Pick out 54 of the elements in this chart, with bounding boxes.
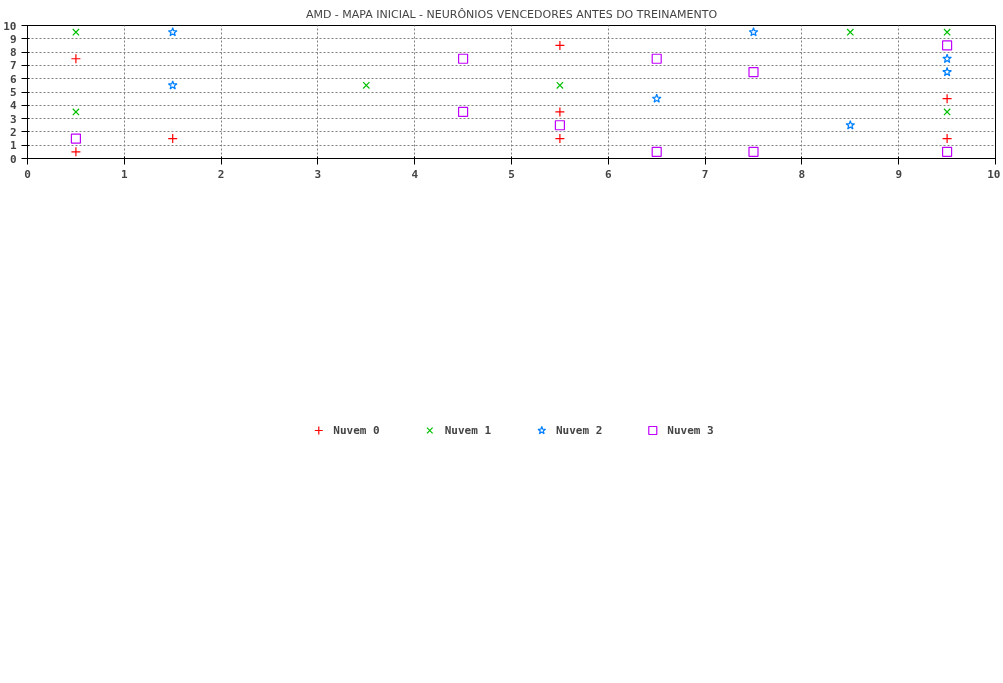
- x-tick-label: 6: [604, 167, 612, 181]
- y-tick-label: 6: [9, 72, 17, 86]
- y-tick-label: 3: [9, 112, 17, 126]
- point: [554, 106, 565, 118]
- x-tick-label: 9: [895, 167, 903, 181]
- point: [458, 53, 469, 64]
- point: [554, 133, 565, 144]
- x-tick-label: 7: [701, 167, 709, 181]
- point: [942, 66, 952, 77]
- legend-label: Nuvem 3: [667, 423, 714, 437]
- point: [942, 146, 953, 157]
- x-tick-label: 4: [411, 167, 419, 181]
- point: [942, 53, 952, 63]
- y-tick-label: 9: [9, 32, 17, 46]
- y-tick-label: 7: [9, 59, 17, 73]
- point: [942, 40, 953, 51]
- point: [651, 146, 662, 157]
- chart-title: AMD - MAPA INICIAL - NEURÔNIOS VENCEDORES ANTES DO TREINAMENTO: [305, 7, 718, 21]
- legend-label: Nuvem 0: [333, 423, 380, 437]
- x-tick-label: 0: [24, 167, 31, 181]
- point: [554, 40, 565, 51]
- x-tick-label: 8: [798, 167, 806, 181]
- point: [845, 120, 856, 130]
- point: [458, 106, 469, 118]
- point: [70, 53, 81, 64]
- x-tick-label: 3: [314, 167, 322, 181]
- y-tick-label: 5: [9, 86, 17, 99]
- point: [362, 81, 371, 90]
- point: [846, 28, 855, 36]
- x-tick-label: 2: [217, 167, 225, 181]
- y-tick-label: 8: [9, 46, 17, 60]
- legend-label: Nuvem 1: [444, 423, 491, 437]
- y-tick-label: 10: [3, 19, 17, 33]
- point: [651, 53, 662, 64]
- x-tick-label: 5: [508, 167, 515, 181]
- point: [942, 133, 953, 144]
- x-tick-label: 10: [987, 167, 1001, 181]
- y-tick-label: 2: [9, 125, 17, 139]
- point: [167, 27, 178, 37]
- point: [70, 133, 81, 144]
- point: [942, 93, 953, 104]
- y-tick-label: 4: [9, 99, 17, 113]
- point: [554, 120, 565, 131]
- point: [748, 27, 759, 37]
- y-tick-label: 1: [9, 139, 17, 153]
- y-tick-label: 0: [9, 152, 17, 166]
- point: [70, 146, 81, 157]
- point: [167, 80, 178, 90]
- point: [556, 81, 564, 90]
- x-tick-label: 1: [120, 167, 128, 181]
- legend-label: Nuvem 2: [556, 423, 603, 437]
- point: [651, 93, 662, 103]
- point: [748, 66, 759, 78]
- point: [748, 146, 759, 157]
